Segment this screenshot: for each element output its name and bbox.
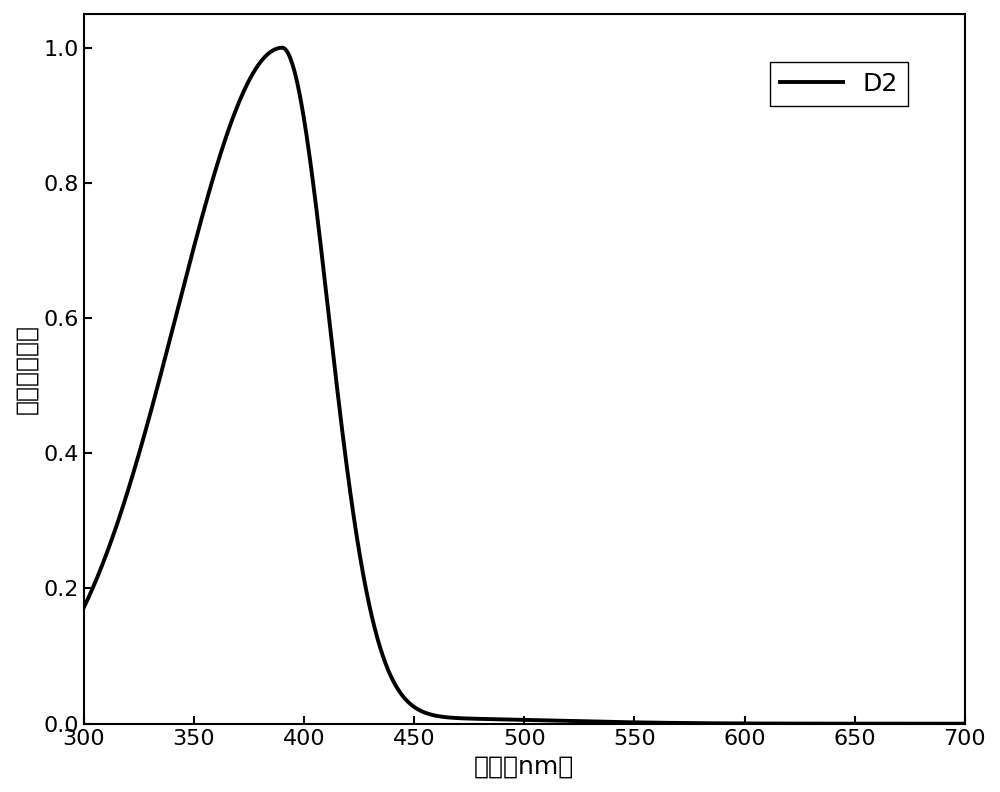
D2 (416, 706, 428, 716)
D2 (847, 719, 859, 729)
Legend: D2: D2 (770, 62, 908, 106)
D2 (454, 714, 466, 723)
D2 (78, 603, 90, 612)
D2 (178, 279, 190, 288)
D2 (942, 719, 954, 729)
X-axis label: 波长（nm）: 波长（nm） (474, 754, 574, 778)
Y-axis label: 相对吸收强度: 相对吸收强度 (14, 324, 38, 413)
D2 (959, 719, 971, 729)
D2 (276, 43, 288, 52)
Line: D2: D2 (84, 48, 965, 724)
D2 (231, 104, 243, 113)
